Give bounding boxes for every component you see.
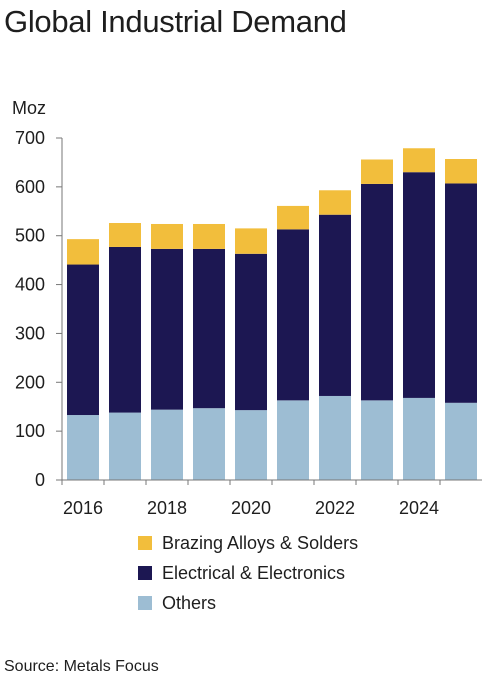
y-tick-label: 100	[15, 421, 45, 441]
y-tick-label: 300	[15, 323, 45, 343]
bar-segment-2017-2	[109, 223, 141, 247]
legend-item-others: Others	[138, 588, 358, 618]
x-tick-label: 2022	[315, 498, 355, 518]
bar-segment-2024-2	[403, 148, 435, 173]
bar-segment-2018-0	[151, 409, 183, 480]
bar-segment-2025-2	[445, 159, 477, 184]
bar-segment-2016-2	[67, 239, 99, 265]
bar-segment-2016-0	[67, 415, 99, 480]
y-tick-label: 700	[15, 128, 45, 148]
legend: Brazing Alloys & Solders Electrical & El…	[138, 528, 358, 618]
bar-segment-2019-2	[193, 223, 225, 249]
bar-segment-2018-2	[151, 223, 183, 249]
bar-segment-2022-2	[319, 190, 351, 215]
x-tick-label: 2020	[231, 498, 271, 518]
legend-swatch	[138, 596, 152, 610]
legend-item-electrical: Electrical & Electronics	[138, 558, 358, 588]
bar-segment-2017-1	[109, 246, 141, 413]
bar-segment-2022-1	[319, 214, 351, 396]
y-tick-label: 400	[15, 275, 45, 295]
bar-segment-2020-2	[235, 228, 267, 254]
bar-segment-2022-0	[319, 395, 351, 480]
bar-segment-2017-0	[109, 412, 141, 480]
bar-segment-2025-0	[445, 402, 477, 480]
legend-swatch	[138, 536, 152, 550]
bar-segment-2024-0	[403, 397, 435, 480]
y-axis-unit: Moz	[12, 98, 46, 118]
y-axis-ticks: 0 100 200 300 400 500 600 700	[15, 128, 63, 490]
y-tick-label: 600	[15, 177, 45, 197]
legend-label: Others	[162, 592, 217, 613]
bar-segment-2019-1	[193, 248, 225, 409]
x-axis-ticks: 2016 2018 2020 2022 2024	[61, 480, 441, 518]
bar-segment-2016-1	[67, 264, 99, 416]
bar-segment-2023-2	[361, 159, 393, 184]
bar-segment-2019-0	[193, 408, 225, 480]
bar-segment-2021-2	[277, 205, 309, 230]
bar-segment-2021-0	[277, 400, 309, 480]
x-tick-label: 2016	[63, 498, 103, 518]
bar-segment-2024-1	[403, 172, 435, 398]
bar-segment-2023-0	[361, 400, 393, 480]
chart-title: Global Industrial Demand	[4, 4, 347, 39]
bar-segment-2023-1	[361, 183, 393, 401]
bar-segment-2021-1	[277, 229, 309, 401]
legend-label: Brazing Alloys & Solders	[162, 532, 359, 553]
legend-item-brazing: Brazing Alloys & Solders	[138, 528, 358, 558]
bar-segment-2018-1	[151, 248, 183, 410]
legend-swatch	[138, 566, 152, 580]
x-tick-label: 2024	[399, 498, 439, 518]
bar-segment-2020-1	[235, 253, 267, 411]
y-tick-label: 200	[15, 372, 45, 392]
source-note: Source: Metals Focus	[4, 658, 159, 675]
y-tick-label: 500	[15, 226, 45, 246]
bar-segment-2025-1	[445, 183, 477, 403]
x-tick-label: 2018	[147, 498, 187, 518]
bars	[67, 148, 477, 480]
legend-label: Electrical & Electronics	[162, 562, 346, 583]
y-tick-label: 0	[35, 470, 45, 490]
bar-segment-2020-0	[235, 410, 267, 480]
